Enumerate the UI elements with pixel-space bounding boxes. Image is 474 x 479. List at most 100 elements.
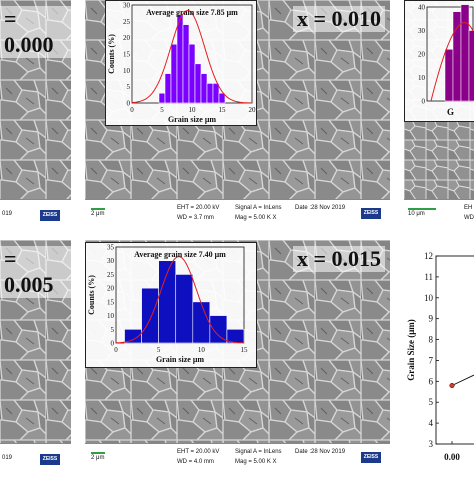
date-text: 019 — [2, 211, 13, 217]
y-tick-label: 5 — [111, 326, 115, 334]
histogram-bar — [200, 73, 208, 104]
date-text: Date :28 Nov 2019 — [295, 205, 346, 211]
histogram-bar — [218, 92, 226, 104]
x-axis-label: Grain size μm — [168, 115, 216, 124]
y-tick-label: 7 — [429, 355, 434, 365]
histogram-chart: 0 5 10 15 20 25 30 35 0 5 10 15 Grain size μm Counts … — [87, 244, 249, 365]
sem-panel-3: 0 10 20 30 40 G 10 μm EH WD — [404, 0, 474, 230]
y-tick-label: 30 — [418, 27, 426, 35]
y-tick-label: 10 — [418, 74, 426, 82]
y-tick-label: 20 — [123, 34, 131, 42]
x-tick-label: 10 — [189, 106, 197, 114]
histogram-inset: 0 5 10 15 20 25 30 35 0 5 10 15 Grain size μm Counts … — [85, 242, 257, 368]
histogram-bar — [188, 43, 196, 104]
histogram-inset: 0 5 10 15 20 25 30 0 5 10 15 20 Grain size μm Counts … — [105, 0, 257, 126]
eht-text: EH — [464, 205, 473, 211]
y-tick-label: 30 — [107, 257, 115, 265]
histogram-bar — [192, 301, 211, 344]
info-bar: 019 ZEISS — [0, 443, 71, 474]
x-tick-label: 20 — [249, 106, 257, 114]
composition-label: = 0.000 — [0, 6, 71, 58]
y-axis-label: Counts (%) — [107, 34, 116, 74]
sem-panel-5: x = 0.015 0 5 10 15 20 25 30 35 0 5 10 15 Grain size… — [85, 240, 390, 474]
histogram-bar — [209, 315, 228, 344]
x-tick-label: 15 — [219, 106, 227, 114]
histogram-bar — [170, 43, 178, 104]
fit-curve — [430, 22, 474, 102]
info-bar: 2 μm EHT = 20.00 kV WD = 3.7 mm Signal A… — [85, 199, 390, 230]
scale-text: 2 μm — [91, 455, 105, 461]
x-axis-label: Grain size μm — [156, 355, 204, 364]
y-tick-label: 3 — [429, 439, 434, 449]
plot-frame — [435, 255, 474, 445]
zeiss-logo: ZEISS — [361, 208, 381, 219]
x-tick-label: 15 — [241, 346, 249, 354]
zeiss-logo: ZEISS — [40, 210, 60, 221]
signal-text: Signal A = InLens — [235, 449, 282, 455]
y-tick-label: 10 — [107, 312, 115, 320]
scale-text: 2 μm — [91, 211, 105, 217]
y-tick-label: 0 — [111, 340, 115, 348]
y-tick-label: 8 — [429, 335, 434, 345]
y-tick-label: 12 — [424, 251, 433, 261]
info-bar: 10 μm EH WD — [404, 199, 474, 230]
data-point — [449, 382, 455, 389]
zeiss-logo: ZEISS — [40, 454, 60, 465]
histogram-bar — [226, 328, 245, 344]
histogram-title: Average grain size 7.85 μm — [146, 8, 238, 17]
y-tick-label: 15 — [123, 51, 131, 59]
sem-panel-2: x = 0.010 0 5 10 15 20 25 30 0 5 10 15 20 Grain size… — [85, 0, 390, 230]
x-tick-label: 0 — [114, 346, 118, 354]
scale-bar — [408, 208, 436, 210]
y-tick-label: 5 — [429, 397, 434, 407]
histogram-bar — [194, 63, 202, 104]
x-tick-label: 0.00 — [444, 452, 460, 462]
zeiss-logo: ZEISS — [361, 452, 381, 463]
histogram-bar — [444, 49, 454, 102]
histogram-bar — [206, 83, 214, 104]
composition-label: x = 0.015 — [293, 246, 386, 272]
eht-text: EHT = 20.00 kV — [177, 205, 220, 211]
histogram-chart: 0 5 10 15 20 25 30 0 5 10 15 20 Grain size μm Counts … — [107, 2, 257, 125]
sem-panel-4: = 0.005 019 ZEISS — [0, 240, 71, 474]
date-text: 019 — [2, 455, 13, 461]
mag-text: Mag = 5.00 K X — [235, 215, 277, 221]
scale-text: 10 μm — [408, 211, 425, 217]
x-axis-label-fragment: G — [447, 107, 454, 117]
x-tick-label: 5 — [160, 106, 164, 114]
y-tick-label: 0 — [422, 98, 426, 106]
y-tick-label: 0 — [127, 100, 131, 108]
grain-size-plot: 12 11 10 9 8 7 6 5 4 3 Grain Size (μm) 0.00 — [406, 251, 474, 462]
histogram-bar — [141, 287, 159, 344]
info-bar: 019 ZEISS — [0, 199, 71, 230]
y-tick-label: 30 — [123, 2, 131, 10]
y-tick-label: 6 — [429, 376, 434, 386]
y-tick-label: 20 — [107, 285, 115, 293]
wd-text: WD = 3.7 mm — [177, 215, 214, 221]
y-tick-label: 9 — [429, 314, 434, 324]
histogram-bar — [175, 274, 194, 344]
y-tick-label: 4 — [429, 418, 434, 428]
y-tick-label: 11 — [424, 272, 433, 282]
composition-label: x = 0.010 — [293, 6, 386, 32]
fit-curve — [115, 256, 245, 344]
sem-panel-1: = 0.000 019 ZEISS — [0, 0, 71, 230]
histogram-bar — [182, 24, 190, 104]
histogram-bar — [468, 30, 474, 102]
date-text: Date :28 Nov 2019 — [295, 449, 346, 455]
histogram-bar — [158, 92, 166, 104]
grain-size-chart: 12 11 10 9 8 7 6 5 4 3 Grain Size (μm) 0.00 — [402, 248, 474, 474]
eht-text: EHT = 20.00 kV — [177, 449, 220, 455]
x-tick-label: 5 — [157, 346, 161, 354]
composition-label: = 0.005 — [0, 246, 71, 298]
y-axis-label: Grain Size (μm) — [406, 319, 416, 381]
fit-curve — [131, 9, 252, 104]
y-tick-label: 20 — [418, 51, 426, 59]
wd-text: WD — [464, 215, 474, 221]
wd-text: WD = 4.0 mm — [177, 459, 214, 465]
histogram-chart: 0 10 20 30 40 G — [418, 4, 474, 117]
y-tick-label: 40 — [418, 4, 426, 12]
histogram-bar — [460, 4, 470, 102]
histogram-bar — [176, 14, 184, 104]
y-tick-label: 35 — [107, 244, 115, 252]
